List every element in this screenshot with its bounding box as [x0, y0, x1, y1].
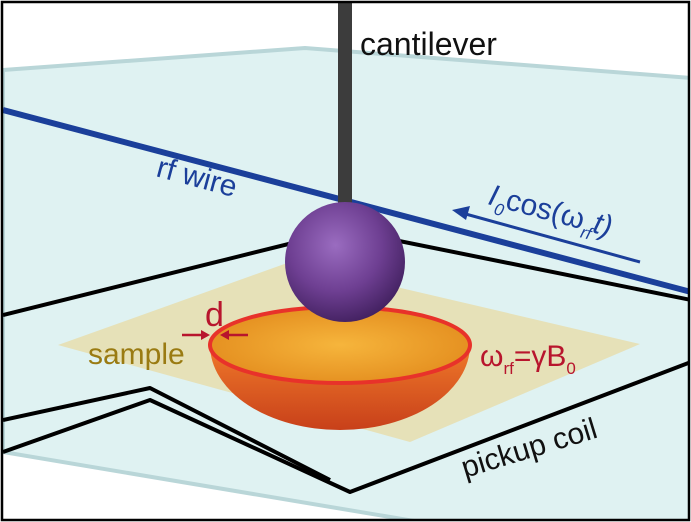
resonance-omega: ω	[480, 340, 503, 373]
current-arrow	[452, 206, 641, 264]
magnetic-sphere	[285, 202, 405, 322]
resonance-label: ωrf=γB0	[480, 340, 576, 378]
d-label: d	[205, 296, 224, 334]
cantilever	[338, 3, 352, 210]
sample-label: sample	[88, 338, 185, 371]
cantilever-label: cantilever	[360, 26, 497, 62]
resonance-mid: =γB	[514, 340, 567, 373]
resonance-subscript-0: 0	[566, 359, 575, 378]
d-marker	[182, 330, 248, 340]
resonance-subscript-rf: rf	[503, 359, 514, 378]
